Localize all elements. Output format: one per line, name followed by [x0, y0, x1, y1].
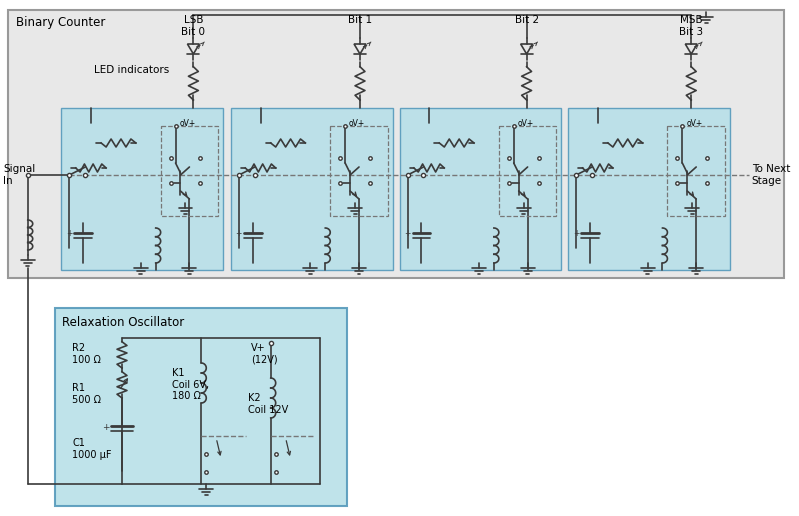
Bar	[499, 126, 556, 216]
Text: oV+: oV+	[518, 120, 534, 128]
Bar	[400, 108, 562, 270]
Text: +: +	[573, 230, 579, 238]
Text: oV+: oV+	[686, 120, 702, 128]
Text: R1
500 Ω: R1 500 Ω	[73, 383, 101, 405]
Text: +: +	[66, 230, 73, 238]
Text: Bit 2: Bit 2	[515, 15, 539, 25]
Text: oV+: oV+	[349, 120, 365, 128]
Bar	[330, 126, 388, 216]
Text: Relaxation Oscillator: Relaxation Oscillator	[62, 316, 185, 329]
Bar	[161, 126, 218, 216]
Text: R2
100 Ω: R2 100 Ω	[73, 343, 101, 365]
Text: Binary Counter: Binary Counter	[16, 16, 105, 29]
Bar	[8, 10, 785, 278]
Text: +: +	[236, 230, 242, 238]
Text: oV+: oV+	[180, 120, 196, 128]
Text: +: +	[404, 230, 411, 238]
Bar	[568, 108, 730, 270]
Text: Bit 1: Bit 1	[348, 15, 372, 25]
Text: K1
Coil 6V,
180 Ω: K1 Coil 6V, 180 Ω	[172, 368, 209, 401]
Text: +: +	[101, 423, 109, 431]
Text: LSB
Bit 0: LSB Bit 0	[181, 15, 205, 37]
Text: C1
1000 μF: C1 1000 μF	[73, 438, 112, 460]
Text: K2
Coil 12V: K2 Coil 12V	[248, 393, 288, 414]
Bar	[231, 108, 393, 270]
Text: LED indicators: LED indicators	[94, 65, 169, 75]
Bar	[54, 308, 347, 506]
Text: MSB
Bit 3: MSB Bit 3	[679, 15, 703, 37]
Text: Signal
In: Signal In	[3, 164, 35, 186]
Text: To Next
Stage: To Next Stage	[752, 164, 790, 186]
Bar	[62, 108, 223, 270]
Text: V+
(12V): V+ (12V)	[251, 343, 277, 365]
Bar	[667, 126, 725, 216]
